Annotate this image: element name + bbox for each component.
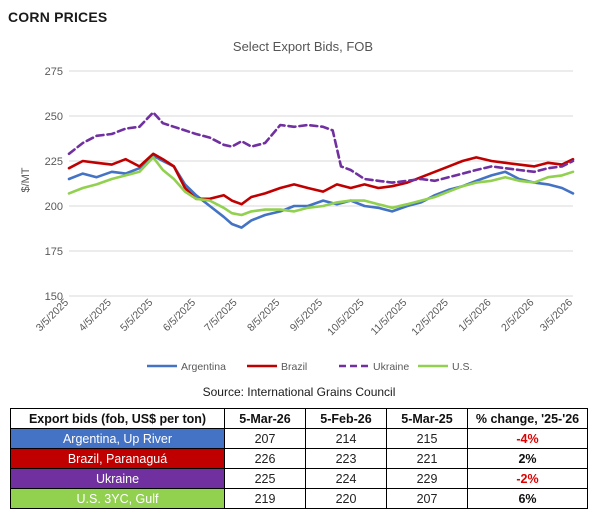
y-tick-label: 275 [45, 66, 63, 78]
table-cell: 207 [224, 428, 306, 449]
series-line-ukraine [67, 111, 575, 184]
x-tick-label: 10/5/2025 [325, 297, 367, 339]
series-line-argentina [67, 154, 575, 229]
source-note: Source: International Grains Council [202, 385, 396, 399]
table-row: U.S. 3YC, Gulf 219 220 207 6% [10, 488, 588, 509]
row-label: Brazil, Paranaguá [10, 448, 225, 469]
y-tick-label: 150 [45, 291, 63, 303]
x-tick-label: 6/5/2025 [161, 297, 198, 334]
y-tick-label: 225 [45, 156, 63, 168]
table-cell: 214 [305, 428, 387, 449]
chart-title: Select Export Bids, FOB [233, 39, 373, 54]
pct-change-cell: 2% [467, 448, 588, 469]
x-tick-label: 9/5/2025 [288, 297, 325, 334]
row-label: Argentina, Up River [10, 428, 225, 449]
x-tick-label: 4/5/2025 [77, 297, 114, 334]
y-tick-label: 200 [45, 201, 63, 213]
table-header: % change, '25-'26 [467, 408, 588, 429]
y-tick-labels: 150 175 200 225 250 275 [45, 66, 63, 303]
gridlines [69, 70, 573, 297]
pct-change-cell: -2% [467, 468, 588, 489]
table-cell: 207 [386, 488, 468, 509]
series-line-brazil [67, 152, 575, 206]
x-tick-label: 12/5/2025 [409, 297, 451, 339]
pct-change-cell: 6% [467, 488, 588, 509]
table-cell: 224 [305, 468, 387, 489]
table-row: Brazil, Paranaguá 226 223 221 2% [10, 448, 588, 469]
x-tick-label: 2/5/2026 [499, 297, 536, 334]
y-tick-label: 250 [45, 111, 63, 123]
table-row: Argentina, Up River 207 214 215 -4% [10, 428, 588, 449]
table-header: 5-Mar-25 [386, 408, 468, 429]
table-header: 5-Feb-26 [305, 408, 387, 429]
legend-label: Brazil [281, 361, 307, 373]
table-cell: 219 [224, 488, 306, 509]
row-label: Ukraine [10, 468, 225, 489]
series-line-u-s [67, 156, 575, 217]
x-tick-label: 5/5/2025 [118, 297, 155, 334]
table-row: Ukraine 225 224 229 -2% [10, 468, 588, 489]
table-cell: 226 [224, 448, 306, 469]
table-header-row: Export bids (fob, US$ per ton) 5-Mar-26 … [10, 408, 588, 429]
y-tick-label: 175 [45, 246, 63, 258]
row-label: U.S. 3YC, Gulf [10, 488, 225, 509]
table-header: 5-Mar-26 [224, 408, 306, 429]
table-cell: 221 [386, 448, 468, 469]
legend-label: Argentina [181, 361, 226, 373]
x-tick-label: 8/5/2025 [245, 297, 282, 334]
table-cell: 225 [224, 468, 306, 489]
corn-price-chart: Select Export Bids, FOB $/MT 150 175 200 22… [20, 39, 575, 373]
pct-change-cell: -4% [467, 428, 588, 449]
table-header: Export bids (fob, US$ per ton) [10, 408, 225, 429]
x-tick-label: 3/5/2026 [538, 297, 575, 334]
legend-label: U.S. [452, 361, 472, 373]
table-cell: 220 [305, 488, 387, 509]
legend: Argentina Brazil Ukraine U.S. [147, 361, 472, 373]
series-lines [67, 111, 575, 229]
x-tick-labels: 3/5/2025 4/5/2025 5/5/2025 6/5/2025 7/5/2025… [34, 297, 575, 339]
export-bids-table: Export bids (fob, US$ per ton) 5-Mar-26 … [10, 408, 588, 509]
x-tick-label: 7/5/2025 [202, 297, 239, 334]
table-cell: 215 [386, 428, 468, 449]
table-cell: 229 [386, 468, 468, 489]
y-axis-label: $/MT [20, 167, 32, 192]
table-cell: 223 [305, 448, 387, 469]
legend-label: Ukraine [373, 361, 409, 373]
x-tick-label: 11/5/2025 [368, 297, 409, 338]
x-tick-label: 1/5/2026 [456, 297, 493, 334]
page-title: CORN PRICES [8, 9, 108, 25]
